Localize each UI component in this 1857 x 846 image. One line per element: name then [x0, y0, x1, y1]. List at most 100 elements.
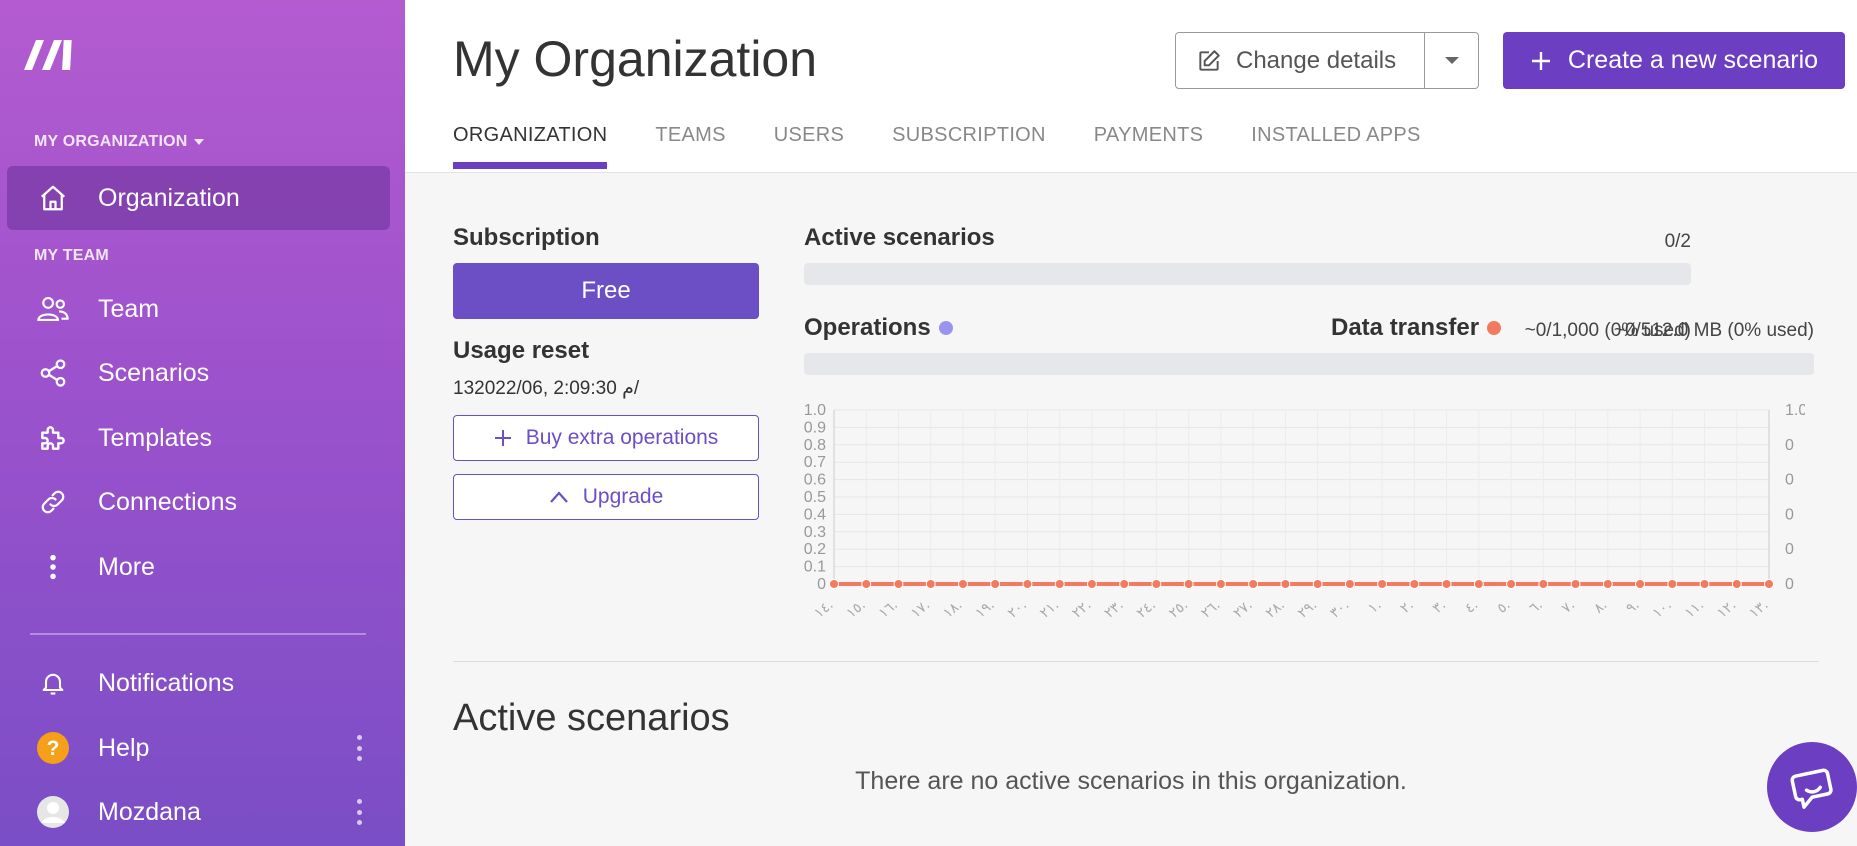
sidebar-item-label: Connections	[98, 487, 237, 516]
caret-down-icon	[193, 139, 204, 145]
upgrade-button[interactable]: Upgrade	[453, 474, 759, 520]
edit-icon	[1199, 49, 1220, 71]
create-scenario-button[interactable]: Create a new scenario	[1503, 32, 1845, 89]
active-scenarios-bar	[804, 263, 1691, 285]
chart-x-tick-label: ٢٣.	[1102, 597, 1127, 620]
chart-x-tick-label: ٢١.	[1037, 597, 1062, 620]
avatar-icon	[35, 794, 71, 830]
chart-x-tick-label: ٢٧.	[1230, 597, 1255, 620]
chart-x-tick-label: ١٠.	[1650, 597, 1675, 620]
sidebar-item-profile[interactable]: Mozdana	[7, 780, 390, 844]
sidebar-item-label: Help	[98, 733, 150, 762]
org-switcher[interactable]: MY ORGANIZATION	[34, 133, 204, 151]
chart-x-tick-label: ٤.	[1462, 597, 1481, 617]
chart-x-tick-label: ١١.	[1682, 597, 1707, 620]
chart-left-tick-label: 0.1	[804, 559, 826, 576]
chart-x-tick-label: ٢٦.	[1198, 597, 1223, 620]
chart-x-tick-label: ٢٩.	[1295, 597, 1320, 620]
chart-point	[1377, 579, 1388, 589]
usage-reset-title: Usage reset	[453, 337, 590, 364]
plan-badge[interactable]: Free	[453, 263, 759, 319]
tab-subscription[interactable]: SUBSCRIPTION	[892, 124, 1046, 146]
sidebar-item-label: Team	[98, 294, 160, 323]
sidebar-item-help[interactable]: ? Help	[7, 716, 390, 780]
sidebar-item-scenarios[interactable]: Scenarios	[7, 341, 390, 405]
chart-x-tick-label: ٢٠.	[1005, 597, 1030, 620]
profile-options-icon[interactable]	[354, 799, 364, 825]
page-title: My Organization	[453, 31, 818, 87]
tab-installed-apps[interactable]: INSTALLED APPS	[1251, 124, 1421, 146]
sidebar-item-organization[interactable]: Organization	[7, 166, 390, 230]
data-transfer-legend-dot	[1487, 321, 1502, 335]
chart-right-tick-label: 0	[1785, 541, 1794, 558]
chart-point	[1473, 579, 1484, 589]
chart-x-tick-label: ١٧.	[908, 597, 933, 620]
sidebar-item-more[interactable]: More	[7, 535, 390, 599]
chart-left-tick-label: 0.9	[804, 419, 826, 436]
sidebar-item-label: Scenarios	[98, 358, 210, 387]
sidebar-item-team[interactable]: Team	[7, 277, 390, 341]
chart-x-tick-label: ٢٢.	[1069, 597, 1094, 620]
chart-x-tick-label: ٧.	[1559, 597, 1578, 617]
subscription-title: Subscription	[453, 224, 600, 251]
link-icon	[35, 484, 71, 520]
active-scenarios-heading: Active scenarios	[453, 697, 730, 739]
empty-state-message: There are no active scenarios in this or…	[855, 767, 1407, 795]
chart-x-tick-label: ١٦.	[876, 597, 901, 620]
sidebar-divider	[30, 633, 366, 635]
help-options-icon[interactable]	[354, 735, 364, 761]
buy-extra-operations-button[interactable]: Buy extra operations	[453, 415, 759, 461]
chart-left-tick-label: 0.4	[804, 506, 826, 523]
sidebar-item-label: Templates	[98, 423, 212, 452]
chart-x-tick-label: ٨.	[1591, 597, 1610, 617]
tab-teams[interactable]: TEAMS	[655, 124, 726, 146]
chart-left-tick-label: 0.6	[804, 472, 826, 489]
sidebar-item-label: More	[98, 552, 155, 581]
chart-left-tick-label: 0.5	[804, 489, 826, 506]
plus-icon	[1531, 51, 1550, 70]
sidebar-item-label: Notifications	[98, 668, 235, 697]
chart-point	[1538, 579, 1549, 589]
home-icon	[35, 180, 71, 216]
chart-point	[1570, 579, 1581, 589]
chart-point	[1731, 579, 1742, 589]
chart-point	[1086, 579, 1097, 589]
chart-x-tick-label: ١٤.	[811, 597, 836, 620]
tab-payments[interactable]: PAYMENTS	[1093, 124, 1204, 146]
usage-reset-value: 13م 2:09:30 ,2022/06/	[453, 378, 640, 399]
chart-x-tick-label: ٢٥.	[1166, 597, 1191, 620]
chart-left-tick-label: 0.7	[804, 454, 826, 471]
chart-point	[1602, 579, 1613, 589]
make-logo-icon[interactable]	[22, 34, 82, 74]
active-scenarios-value: 0/2	[1664, 231, 1691, 252]
tab-organization[interactable]: ORGANIZATION	[453, 124, 608, 169]
chart-point	[1054, 579, 1065, 589]
support-chat-button[interactable]	[1767, 742, 1857, 832]
section-divider	[453, 661, 1819, 662]
svg-text:?: ?	[47, 737, 60, 760]
chart-x-tick-label: ١٥.	[844, 597, 869, 620]
tabs: ORGANIZATION TEAMS USERS SUBSCRIPTION PA…	[453, 124, 1469, 169]
chart-point	[1151, 579, 1162, 589]
data-transfer-value: ~0/512.0 MB (0% used)	[1613, 320, 1814, 341]
operations-metric-title: Operations	[804, 314, 953, 342]
chart-point	[1183, 579, 1194, 589]
chart-point	[1409, 579, 1420, 589]
chart-point	[1441, 579, 1452, 589]
chart-x-tick-label: ٥.	[1494, 597, 1513, 617]
chart-left-tick-label: 0.2	[804, 541, 826, 558]
chart-point	[925, 579, 936, 589]
sidebar-item-templates[interactable]: Templates	[7, 406, 390, 470]
change-details-button[interactable]: Change details	[1175, 32, 1425, 89]
active-scenarios-metric-title: Active scenarios	[804, 224, 995, 252]
change-details-dropdown[interactable]	[1424, 32, 1479, 89]
tab-users[interactable]: USERS	[773, 124, 845, 146]
puzzle-icon	[35, 420, 71, 456]
sidebar-item-notifications[interactable]: Notifications	[7, 651, 390, 715]
chart-x-tick-label: ١٣.	[1746, 597, 1771, 620]
more-vertical-icon	[35, 549, 71, 585]
sidebar-item-connections[interactable]: Connections	[7, 470, 390, 534]
chart-point	[1635, 579, 1646, 589]
chart-point	[1119, 579, 1130, 589]
org-switcher-label: MY ORGANIZATION	[34, 133, 188, 150]
